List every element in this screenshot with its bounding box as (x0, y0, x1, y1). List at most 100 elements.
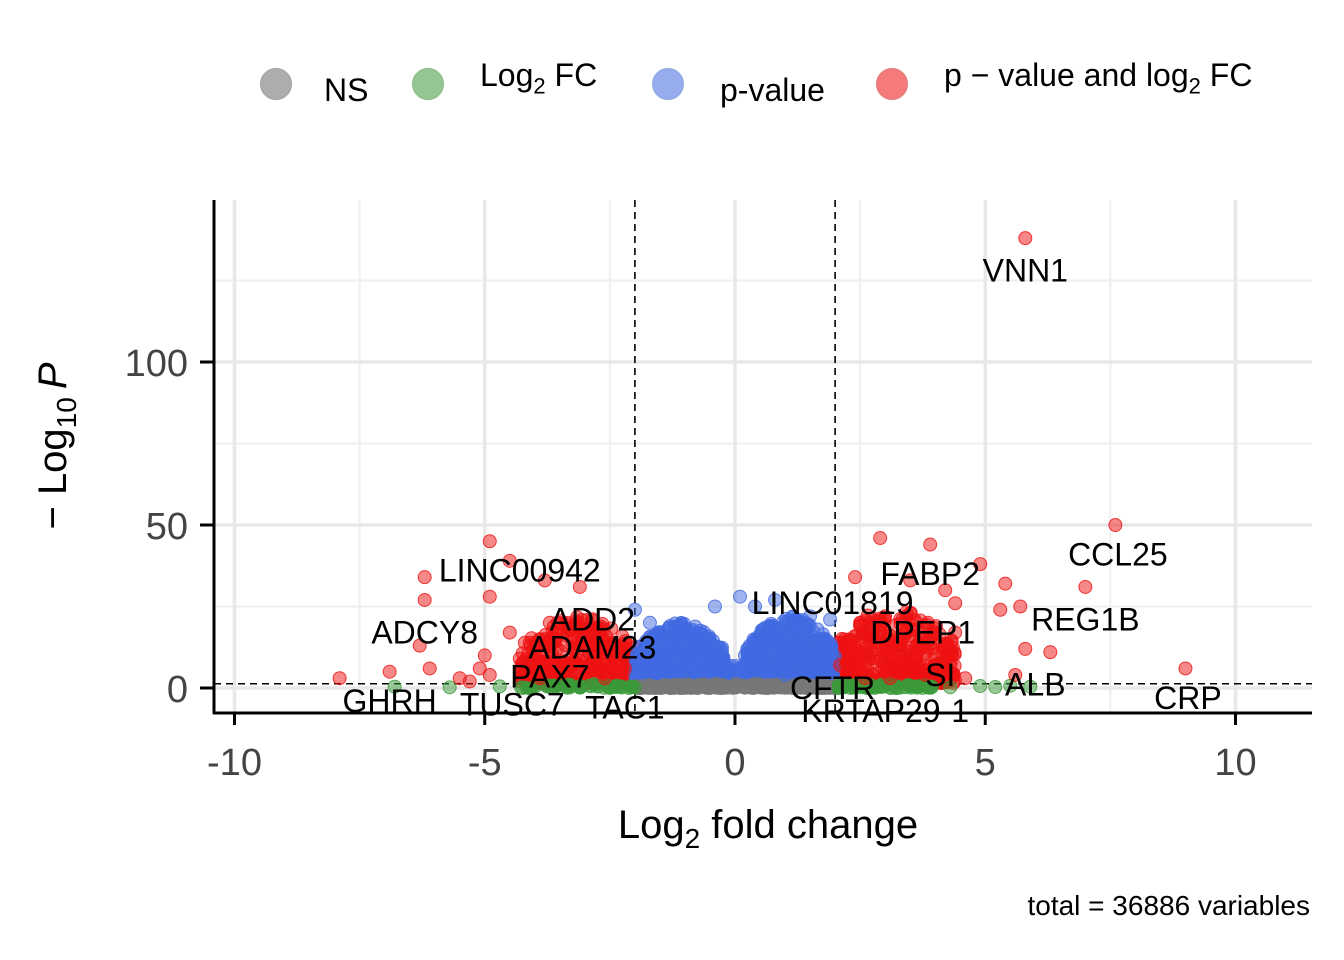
legend-label-pvalue: p-value (720, 71, 825, 108)
point-both (382, 664, 397, 679)
point-both (908, 648, 923, 663)
point-both (567, 641, 582, 656)
point-both (958, 671, 973, 686)
point-fc (923, 679, 938, 694)
legend-item-log2fc: Log2 FC (412, 57, 597, 106)
point-both (878, 609, 893, 624)
legend-item-ns: NS (260, 62, 369, 108)
point-p (774, 651, 789, 666)
point-ns (738, 679, 753, 694)
gene-label: VNN1 (983, 253, 1068, 289)
point-both (1018, 641, 1033, 656)
point-both (1108, 518, 1123, 532)
point-both (422, 661, 437, 676)
point-both (512, 651, 527, 666)
point-both (873, 531, 888, 546)
point-p (787, 659, 802, 674)
gene-label: SI (925, 657, 955, 693)
gene-label: CCL25 (1068, 536, 1168, 572)
point-both (853, 619, 868, 634)
point-both (888, 638, 903, 653)
point-both (525, 643, 540, 658)
point-fc (973, 679, 988, 694)
point-both (923, 632, 938, 647)
point-both (868, 654, 883, 669)
point-both (462, 674, 477, 689)
point-ns (818, 679, 833, 694)
point-fc (492, 679, 507, 694)
point-both (572, 579, 587, 594)
point-fc (943, 680, 958, 695)
point-both (482, 534, 497, 549)
point-both (562, 622, 577, 637)
point-p (788, 619, 803, 634)
point-p (818, 651, 833, 666)
x-tick-label: 0 (724, 742, 745, 784)
point-fc (387, 679, 402, 694)
point-both (866, 631, 881, 646)
point-ns (652, 680, 667, 695)
point-fc (873, 679, 888, 694)
point-p (803, 609, 818, 624)
point-both (841, 632, 856, 647)
point-both (472, 661, 487, 676)
point-both (502, 625, 517, 640)
point-ns (758, 680, 773, 695)
point-both (993, 602, 1008, 617)
point-both (417, 570, 432, 585)
point-both (544, 630, 559, 645)
point-both (923, 537, 938, 552)
axis-titles: Log2 fold change − Log10P (31, 362, 918, 854)
point-p (763, 619, 778, 634)
point-both (973, 557, 988, 572)
legend-dot-icon (412, 68, 444, 100)
point-both (332, 671, 347, 686)
gene-label: FABP2 (880, 556, 980, 592)
gene-label: LINC00942 (439, 553, 601, 589)
y-axis-title: − Log10P (31, 362, 82, 529)
point-both (582, 628, 597, 643)
point-both (587, 651, 602, 666)
gene-label: PAX7 (510, 659, 589, 695)
point-both (482, 589, 497, 604)
point-both (883, 671, 898, 686)
point-p (758, 664, 773, 679)
caption-total: total = 36886 variables (1027, 890, 1310, 921)
gene-label: ADAM23 (528, 629, 656, 665)
gene-label: ALB (1005, 667, 1065, 703)
x-tick-label: 5 (975, 742, 996, 784)
gene-label: DPEP1 (870, 615, 975, 651)
legend-dot-icon (876, 68, 908, 100)
point-p (632, 648, 647, 663)
x-tick-label: -5 (468, 742, 502, 784)
point-both (1043, 645, 1058, 660)
gene-label: CFTR (790, 670, 875, 706)
point-fc (848, 679, 863, 694)
point-both (412, 638, 427, 653)
point-p (693, 650, 708, 665)
legend-label-ns: NS (324, 71, 369, 108)
point-p (707, 654, 722, 669)
point-both (858, 671, 873, 686)
point-both (1078, 579, 1093, 594)
point-both (547, 654, 562, 669)
legend-item-both: p − value and log2 FC (876, 57, 1252, 106)
point-p (823, 612, 838, 627)
x-tick-label: -10 (207, 742, 262, 784)
x-axis-title: Log2 fold change (618, 803, 918, 854)
point-both (542, 615, 557, 630)
point-both (477, 648, 492, 663)
gene-label: ADD2 (550, 602, 635, 638)
point-p (738, 648, 753, 663)
point-both (607, 645, 622, 660)
gene-labels: VNN1 CCL25 LINC00942 FABP2 ADD2 LINC01819 REG1… (343, 253, 1222, 729)
point-both (903, 573, 918, 588)
gene-label: ADCY8 (371, 615, 478, 651)
point-both (617, 661, 632, 676)
point-ns (717, 679, 732, 694)
point-fc (442, 680, 457, 695)
point-both (843, 648, 858, 663)
point-p (733, 589, 748, 604)
point-both (933, 658, 948, 673)
